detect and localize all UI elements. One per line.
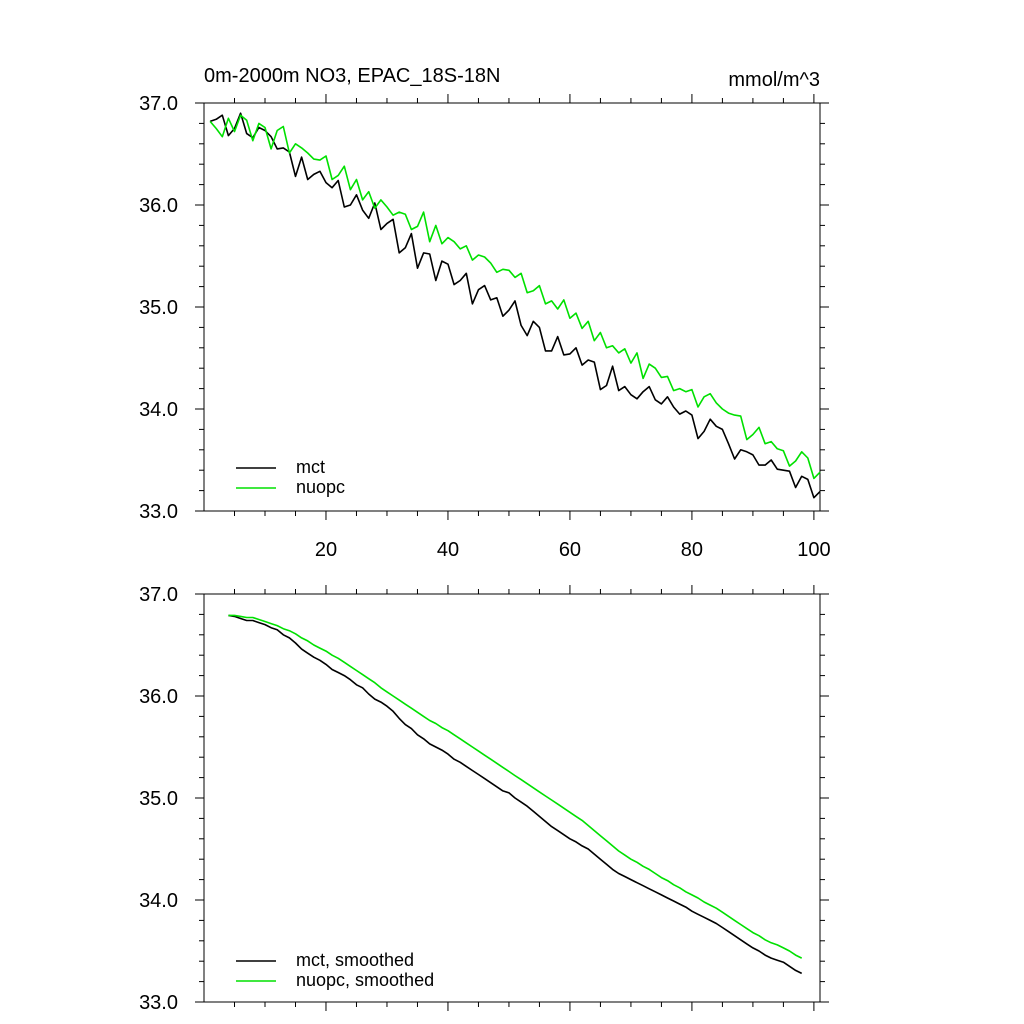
- legend-label: mct: [296, 457, 325, 477]
- y-tick-label: 35.0: [139, 297, 178, 319]
- series-line-nuopc-smoothed: [228, 614, 803, 959]
- series-line-nuopc: [209, 114, 821, 480]
- series-line-mct: [209, 112, 821, 499]
- x-tick-label: 40: [437, 539, 459, 561]
- x-tick-label: 100: [797, 539, 830, 561]
- y-tick-label: 35.0: [139, 788, 178, 810]
- y-tick-label: 36.0: [139, 686, 178, 708]
- series-line-mct-smoothed: [228, 614, 803, 975]
- y-tick-label: 37.0: [139, 93, 178, 115]
- y-tick-label: 33.0: [139, 501, 178, 523]
- y-tick-label: 33.0: [139, 992, 178, 1014]
- y-tick-label: 37.0: [139, 584, 178, 606]
- bottom-panel: 33.0 34.0 35.0 36.0 37.0 mct, smoothednuopc, …: [139, 584, 829, 1014]
- x-tick-label: 80: [681, 539, 703, 561]
- chart-title: 0m-2000m NO3, EPAC_18S-18N: [204, 65, 500, 87]
- chart-units: mmol/m^3: [728, 69, 820, 91]
- y-tick-label: 34.0: [139, 399, 178, 421]
- y-tick-label: 36.0: [139, 195, 178, 217]
- plot-frame: [203, 593, 821, 1003]
- x-tick-label: 60: [559, 539, 581, 561]
- y-tick-label: 34.0: [139, 890, 178, 912]
- x-tick-label: 20: [315, 539, 337, 561]
- plot-frame: [203, 102, 821, 512]
- legend-label: mct, smoothed: [296, 950, 414, 970]
- legend-label: nuopc, smoothed: [296, 970, 434, 990]
- legend-label: nuopc: [296, 477, 345, 497]
